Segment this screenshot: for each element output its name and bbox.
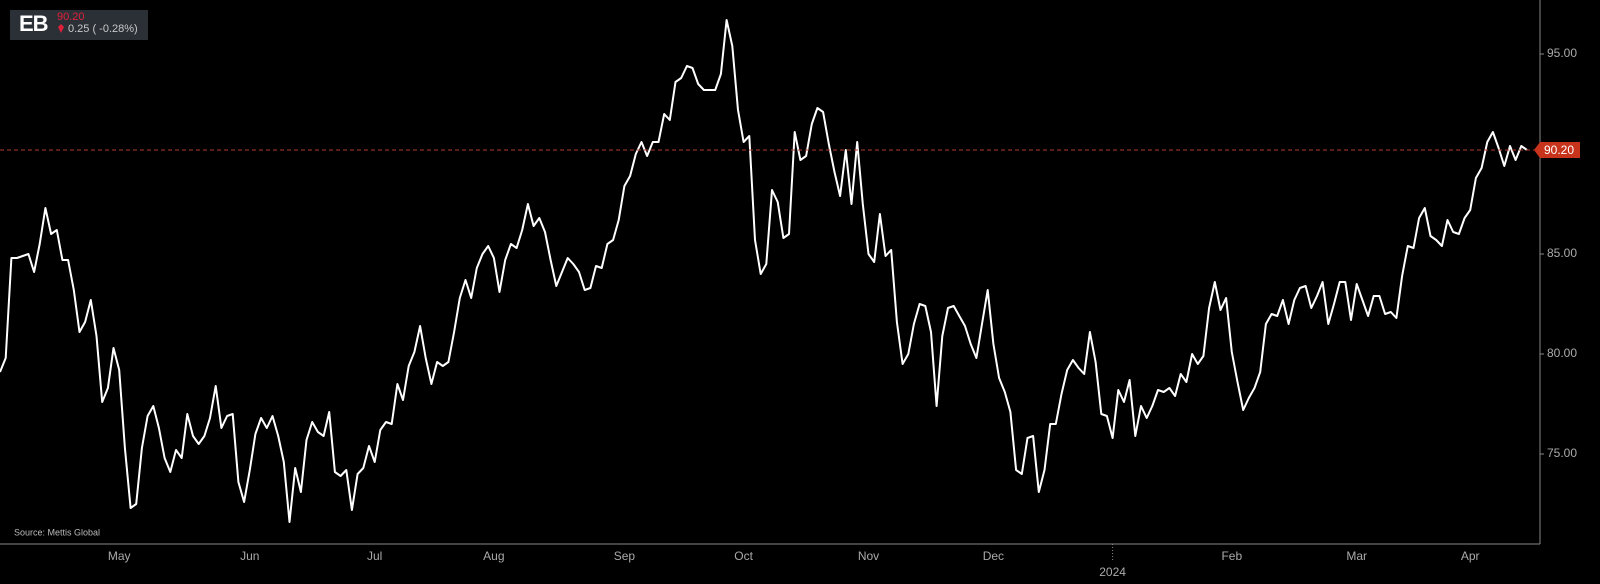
change: 0.25 ( -0.28%) [68, 23, 138, 35]
y-tick-label: 95.00 [1547, 46, 1577, 60]
x-tick-label: Feb [1221, 549, 1242, 563]
last-price: 90.20 [57, 11, 85, 23]
x-tick-label: Sep [614, 549, 636, 563]
x-tick-label: Dec [983, 549, 1004, 563]
x-tick-label: Mar [1346, 549, 1367, 563]
y-tick-label: 75.00 [1547, 446, 1577, 460]
ticker-box: EB 90.20 0.25 ( -0.28%) [10, 10, 148, 40]
y-tick-label: 85.00 [1547, 246, 1577, 260]
y-tick-label: 80.00 [1547, 346, 1577, 360]
x-tick-label: Jun [240, 549, 259, 563]
last-price-tag [1534, 142, 1580, 158]
price-line [0, 19, 1528, 523]
x-tick-label: Aug [483, 549, 504, 563]
x-tick-label: May [108, 549, 131, 563]
ticker-box-bg [10, 10, 148, 40]
plot-area [0, 19, 1528, 523]
x-tick-label: Jul [367, 549, 382, 563]
x-tick-label: Oct [734, 549, 753, 563]
last-price-label: 90.20 [1544, 143, 1574, 157]
down-arrow [58, 24, 64, 33]
source: Source: Mettis Global [14, 527, 100, 537]
x-tick-label: Apr [1461, 549, 1480, 563]
x-tick-label: 2024 [1099, 565, 1126, 579]
ticker: EB [19, 11, 48, 36]
x-tick-label: Nov [858, 549, 879, 563]
